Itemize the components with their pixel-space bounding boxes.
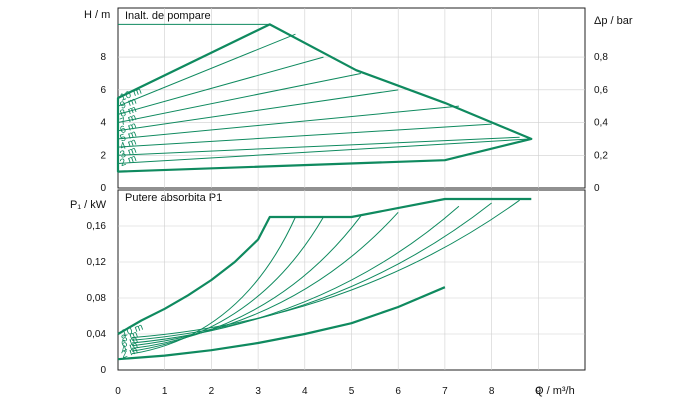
bottom-curve-mid <box>131 202 492 341</box>
bottom-x-tick: 2 <box>209 386 215 397</box>
top-curve-2-m <box>117 138 532 164</box>
top-y-tick: 2 <box>100 150 106 161</box>
bottom-x-tick: 8 <box>489 386 495 397</box>
top-curve-label: 9 m <box>119 96 138 112</box>
bottom-tick-labels: 0 1 2 3 4 5 6 7 8 9 0 0,04 0,08 0,12 0,16 <box>87 221 542 397</box>
top-curve-label: 7 m <box>119 112 138 128</box>
bottom-curve-mid <box>131 215 362 349</box>
top-curve-7-m <box>117 72 361 124</box>
bottom-curve-max <box>117 197 532 335</box>
bottom-x-tick: 1 <box>162 386 168 397</box>
top-envelope-curve <box>116 23 533 173</box>
top-y2-tick: 0,2 <box>594 150 608 161</box>
top-y-tick: 0 <box>100 183 106 194</box>
bottom-x-tick: 3 <box>255 386 261 397</box>
bottom-curve-label: 2 m <box>120 345 139 361</box>
bottom-curve-mid <box>131 199 520 339</box>
bottom-curve-mid <box>131 211 399 347</box>
top-tick-labels: 2 4 6 8 0 0,2 0,4 0,6 0,8 0 <box>100 52 608 194</box>
bottom-curve-min <box>117 286 446 361</box>
bottom-x-tick: 5 <box>349 386 355 397</box>
bottom-x-tick: 7 <box>442 386 448 397</box>
top-y2-axis-label: Δp / bar <box>594 15 633 27</box>
top-y2-tick: 0 <box>594 183 600 194</box>
top-curve-label: 4 m <box>119 137 138 153</box>
top-y2-tick: 0,8 <box>594 52 608 63</box>
top-y2-tick: 0,4 <box>594 118 608 129</box>
top-curve-label: 3 m <box>119 145 138 161</box>
bottom-x-tick: 6 <box>395 386 401 397</box>
top-curve-label: 5 m <box>119 129 138 145</box>
bottom-x-tick: 9 <box>536 386 542 397</box>
bottom-x-axis-label: Q / m³/h <box>535 385 575 397</box>
top-y-tick: 6 <box>100 85 106 96</box>
top-curve-6-m <box>117 89 399 132</box>
top-curves <box>116 23 533 173</box>
bottom-chart-title: Putere absorbita P1 <box>125 192 222 204</box>
bottom-y-tick: 0,16 <box>87 221 107 232</box>
top-curve-5-m <box>117 105 459 140</box>
top-y-tick: 4 <box>100 118 106 129</box>
bottom-curve-mid <box>131 205 460 344</box>
bottom-x-tick: 0 <box>115 386 121 397</box>
bottom-curve-mid <box>131 216 296 355</box>
top-y-axis-label: H / m <box>84 9 110 21</box>
top-curve-9-m <box>117 33 296 107</box>
bottom-y-tick: 0 <box>100 365 106 376</box>
top-curve-8-m <box>117 56 324 115</box>
top-chart-title: Inalt. de pompare <box>125 10 211 22</box>
bottom-x-tick: 4 <box>302 386 308 397</box>
bottom-y-axis-label: P₁ / kW <box>70 199 107 211</box>
bottom-curve-mid <box>131 216 324 352</box>
top-curve-4-m <box>117 123 492 148</box>
top-curve-label: 6 m <box>119 120 138 136</box>
bottom-curves <box>117 197 532 361</box>
bottom-curve-labels: 10 m8 m6 m4 m2 m <box>120 322 145 362</box>
top-curve-label: 8 m <box>119 104 138 120</box>
bottom-y-tick: 0,12 <box>87 257 107 268</box>
top-curve-label: 2 m <box>119 153 138 169</box>
top-curve-labels: 10 m9 m8 m7 m6 m5 m4 m3 m2 m <box>119 86 144 169</box>
bottom-curve-label: 4 m <box>120 340 139 356</box>
bottom-y-tick: 0,08 <box>87 293 107 304</box>
bottom-curve-label: 6 m <box>120 334 139 350</box>
top-y2-tick: 0,6 <box>594 85 608 96</box>
bottom-curve-label: 8 m <box>120 329 139 345</box>
top-curve-3-m <box>117 136 520 156</box>
top-y-tick: 8 <box>100 52 106 63</box>
bottom-y-tick: 0,04 <box>87 329 107 340</box>
top-grid <box>118 8 585 188</box>
